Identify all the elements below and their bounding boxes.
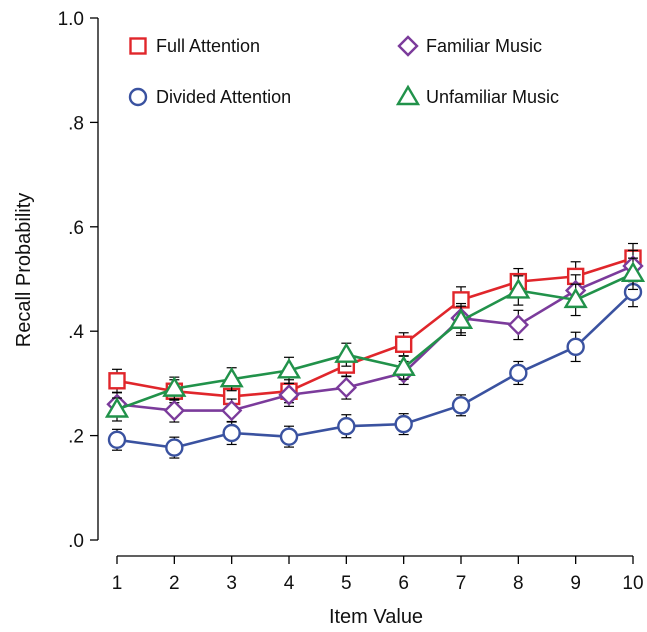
data-point <box>509 316 527 334</box>
legend-label: Familiar Music <box>426 36 542 56</box>
y-tick-label: .6 <box>68 218 84 239</box>
data-point <box>336 345 356 362</box>
x-axis-label: Item Value <box>329 606 423 628</box>
data-point <box>224 425 240 441</box>
legend-marker <box>131 39 146 54</box>
y-tick-label: 1.0 <box>58 9 84 30</box>
legend-item-familiar-music: Familiar Music <box>399 36 542 56</box>
series-line <box>117 292 633 448</box>
x-tick-label: 8 <box>513 573 524 594</box>
data-point <box>510 365 526 381</box>
legend-marker <box>398 87 418 104</box>
data-point <box>109 432 125 448</box>
y-tick-label: .4 <box>68 322 84 343</box>
data-point <box>396 416 412 432</box>
x-tick-label: 1 <box>112 573 123 594</box>
data-point <box>338 418 354 434</box>
data-point <box>396 337 411 352</box>
series-layer <box>107 244 643 459</box>
data-point <box>453 397 469 413</box>
legend-marker <box>399 37 417 55</box>
legend-label: Full Attention <box>156 36 260 56</box>
y-tick-label: .8 <box>68 113 84 134</box>
legend-label: Unfamiliar Music <box>426 87 559 107</box>
legend: Full Attention Divided Attention Familiar … <box>130 36 559 107</box>
legend-item-full-attention: Full Attention <box>131 36 261 56</box>
legend-marker <box>130 89 146 105</box>
x-tick-label: 5 <box>341 573 352 594</box>
series-line <box>117 274 633 410</box>
legend-label: Divided Attention <box>156 87 291 107</box>
legend-item-unfamiliar-music: Unfamiliar Music <box>398 87 559 107</box>
x-tick-label: 7 <box>456 573 467 594</box>
y-axis-label: Recall Probability <box>13 193 35 348</box>
legend-item-divided-attention: Divided Attention <box>130 87 291 107</box>
series-unfamiliar-music <box>107 258 643 421</box>
y-tick-label: .2 <box>68 427 84 448</box>
x-tick-label: 2 <box>169 573 180 594</box>
series-full-attention <box>110 244 641 408</box>
y-tick-label: .0 <box>68 531 84 552</box>
x-tick-label: 4 <box>284 573 295 594</box>
data-point <box>166 440 182 456</box>
data-point <box>165 402 183 420</box>
series-divided-attention <box>109 277 641 458</box>
series-familiar-music <box>108 250 642 422</box>
data-point <box>337 379 355 397</box>
x-tick-label: 6 <box>398 573 409 594</box>
data-point <box>568 339 584 355</box>
data-point <box>281 429 297 445</box>
x-tick-label: 9 <box>570 573 581 594</box>
x-tick-label: 10 <box>622 573 643 594</box>
x-tick-label: 3 <box>226 573 237 594</box>
data-point <box>110 373 125 388</box>
series-line <box>117 258 633 396</box>
series-line <box>117 266 633 411</box>
